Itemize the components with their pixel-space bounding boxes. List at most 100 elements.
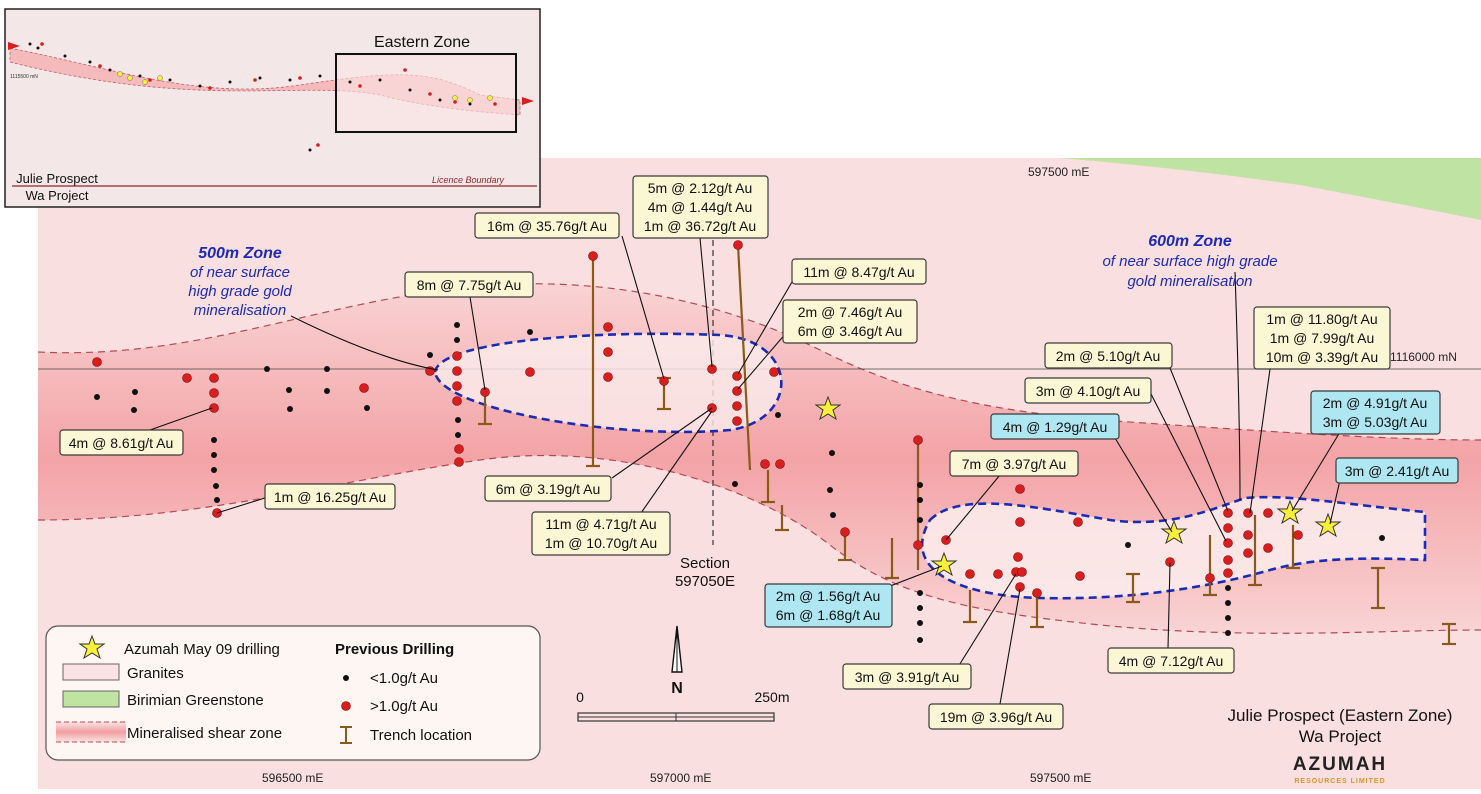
high-grade-hole [1243, 508, 1253, 518]
legend-low-grade-dot [343, 675, 349, 681]
inset-arrow-icon [522, 97, 534, 105]
low-grade-hole [1125, 542, 1131, 548]
leader-line [611, 407, 713, 479]
legend-frame [45, 625, 541, 761]
inset-stars [117, 71, 493, 103]
inset-eastern-zone-box [335, 53, 517, 133]
zone600-line1: of near surface high grade [1102, 253, 1277, 270]
high-grade-hole [525, 367, 535, 377]
intercept-label-11: 7m @ 3.97g/t Au [949, 450, 1079, 477]
label-text: 1m @ 10.70g/t Au [545, 535, 657, 551]
label-text: 4m @ 8.61g/t Au [69, 435, 174, 451]
leader-line [1169, 367, 1229, 512]
low-grade-hole [917, 497, 923, 503]
low-grade-hole [917, 590, 923, 596]
low-grade-hole [286, 387, 292, 393]
map-title-line2: Wa Project [1299, 727, 1382, 746]
intercept-label-19: 19m @ 3.96g/t Au [928, 703, 1064, 730]
high-grade-hole [452, 351, 462, 361]
leader-line [945, 474, 1001, 541]
leader-line [1114, 437, 1173, 533]
high-grade-hole [733, 240, 743, 250]
label-box [764, 583, 893, 628]
legend-greenstone: Birimian Greenstone [127, 692, 264, 709]
intercept-label-13: 3m @ 4.10g/t Au [1024, 377, 1152, 404]
scale-bar: 0 250m [576, 689, 790, 722]
legend-shear-swatch [56, 722, 126, 742]
label-box [484, 475, 612, 502]
intercept-label-14: 2m @ 5.10g/t Au [1044, 342, 1173, 369]
low-grade-hole [264, 366, 270, 372]
easting-bottom-3: 597500 mE [1030, 771, 1091, 785]
high-grade-hole [1013, 552, 1023, 562]
label-text: 16m @ 35.76g/t Au [487, 218, 607, 234]
leader-line [737, 281, 793, 375]
high-grade-hole [1075, 571, 1085, 581]
northing-right: 1116000 mN [1390, 350, 1457, 364]
zone-500m-outline [433, 332, 783, 434]
leader-line [149, 407, 213, 431]
low-grade-hole [830, 512, 836, 518]
low-grade-hole [455, 417, 461, 423]
leader-lines [149, 235, 1341, 705]
low-grade-hole [917, 605, 923, 611]
zone600-pointer [1234, 271, 1241, 501]
greenstone-area [1060, 158, 1481, 220]
leader-line [957, 573, 1017, 668]
azumah-star-icon [814, 395, 842, 421]
high-grade-hole [182, 373, 192, 383]
low-grade-hole [917, 482, 923, 488]
leader-line [621, 235, 665, 380]
label-text: 2m @ 4.91g/t Au [1323, 395, 1428, 411]
scale-end: 250m [754, 689, 789, 705]
high-grade-hole [1223, 555, 1233, 565]
azumah-logo: AZUMAH [1293, 754, 1387, 775]
intercept-label-12: 4m @ 1.29g/t Au [990, 413, 1120, 440]
easting-bottom-1: 596500 mE [262, 771, 323, 785]
high-grade-hole [1243, 548, 1253, 558]
label-text: 11m @ 4.71g/t Au [545, 516, 656, 532]
label-box [1044, 342, 1173, 369]
azumah-star-icon [1160, 519, 1188, 545]
high-grade-hole [732, 371, 742, 381]
high-grade-hole [1032, 588, 1042, 598]
legend-trench: Trench location [370, 727, 472, 744]
high-grade-hole [209, 373, 219, 383]
low-grade-hole [455, 432, 461, 438]
label-text: 4m @ 1.29g/t Au [1003, 419, 1108, 435]
zone600-label: 600m Zone of near surface high grade gol… [1102, 233, 1277, 290]
legend-shear: Mineralised shear zone [127, 725, 282, 742]
intercept-label-18: 3m @ 3.91g/t Au [842, 663, 972, 690]
low-grade-hole [213, 483, 219, 489]
label-text: 10m @ 3.39g/t Au [1266, 349, 1378, 365]
legend-high-grade: >1.0g/t Au [370, 698, 438, 715]
low-grade-hole [454, 322, 460, 328]
azumah-logo-subtitle: RESOURCES LIMITED [1294, 778, 1385, 785]
zone500-line2: high grade gold [188, 283, 292, 300]
label-text: 2m @ 5.10g/t Au [1056, 348, 1161, 364]
low-grade-holes [94, 322, 1385, 643]
high-grade-hole [659, 376, 669, 386]
label-text: 3m @ 4.10g/t Au [1036, 383, 1141, 399]
label-box [791, 258, 927, 285]
zone-600m-outline [920, 495, 1427, 600]
high-grade-hole [1243, 530, 1253, 540]
low-grade-hole [454, 337, 460, 343]
map-title-line1: Julie Prospect (Eastern Zone) [1228, 706, 1453, 725]
high-grade-hole [913, 435, 923, 445]
low-grade-hole [427, 352, 433, 358]
high-grade-hole [1015, 484, 1025, 494]
high-grade-hole [452, 366, 462, 376]
intercept-label-8: 6m @ 3.19g/t Au [484, 475, 612, 502]
inset-eastern-zone-label: Eastern Zone [374, 34, 470, 51]
label-box [531, 511, 671, 556]
intercept-label-20: 4m @ 7.12g/t Au [1107, 647, 1235, 674]
section-label-line1: Section [680, 555, 730, 572]
intercept-label-4: 16m @ 35.76g/t Au [474, 212, 620, 239]
label-text: 8m @ 7.75g/t Au [417, 277, 522, 293]
trench-group [478, 244, 1456, 646]
low-grade-hole [732, 481, 738, 487]
low-grade-hole [1225, 630, 1231, 636]
low-grade-hole [214, 497, 220, 503]
